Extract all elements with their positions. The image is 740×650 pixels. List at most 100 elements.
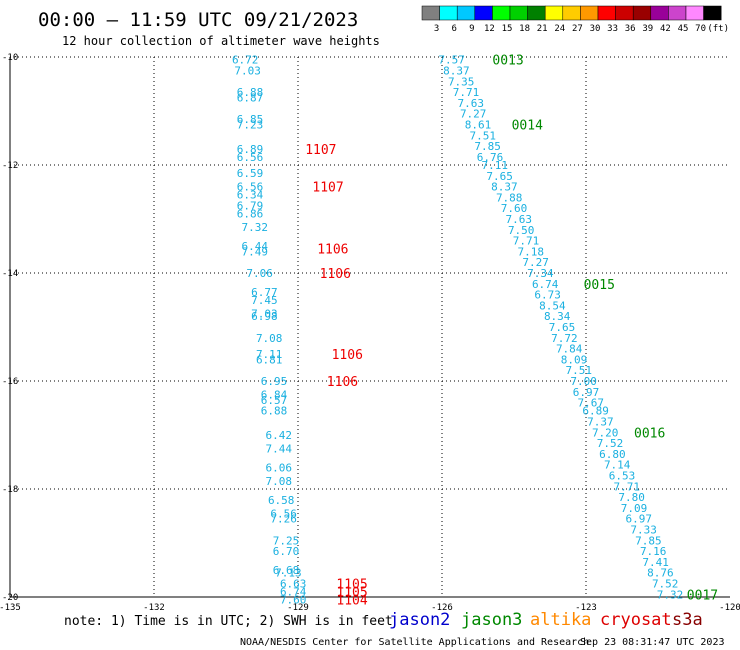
wave-height-value: 7.25 xyxy=(273,534,300,547)
wave-height-value: 7.88 xyxy=(496,191,523,204)
wave-height-value: 7.45 xyxy=(251,294,278,307)
wave-height-value: 6.74 xyxy=(280,586,307,599)
wave-height-value: 7.63 xyxy=(506,213,533,226)
wave-height-value: 7.11 xyxy=(482,159,509,172)
wave-height-value: 6.44 xyxy=(242,240,269,253)
wave-height-value: 8.34 xyxy=(544,310,571,323)
wave-height-value: 7.08 xyxy=(256,332,283,345)
wave-height-value: 7.32 xyxy=(657,588,684,601)
color-swatch xyxy=(703,5,722,21)
time-label: 0015 xyxy=(584,278,615,293)
wave-height-value: 7.11 xyxy=(256,348,283,361)
wave-height-value: 7.84 xyxy=(556,343,583,356)
time-label: 1104 xyxy=(336,594,367,609)
wave-height-value: 7.03 xyxy=(251,308,278,321)
color-scale-label: 21 xyxy=(537,24,548,34)
wave-height-value: 6.88 xyxy=(237,86,264,99)
page-title: 00:00 – 11:59 UTC 09/21/2023 xyxy=(38,9,358,31)
color-swatch xyxy=(474,5,493,21)
wave-height-value: 8.09 xyxy=(561,353,588,366)
wave-height-value: 7.13 xyxy=(275,567,302,580)
wave-height-value: 6.77 xyxy=(251,286,278,299)
wave-height-value: 7.26 xyxy=(270,513,297,526)
wave-height-value: 7.60 xyxy=(501,202,528,215)
wave-height-value: 7.72 xyxy=(551,332,578,345)
color-swatch xyxy=(668,5,687,21)
wave-height-value: 6.86 xyxy=(237,208,264,221)
satellite-legend: jason2 jason3 altika cryosat s3a xyxy=(389,610,703,630)
wave-height-value: 6.97 xyxy=(573,386,600,399)
wave-height-value: 7.41 xyxy=(642,556,669,569)
wave-height-value: 8.76 xyxy=(647,567,674,580)
color-swatch xyxy=(544,5,564,21)
color-scale-label: 39 xyxy=(642,24,653,34)
y-tick-label: -18 xyxy=(2,485,18,495)
color-swatch xyxy=(562,5,581,21)
wave-height-value: 7.65 xyxy=(486,170,513,183)
color-swatch xyxy=(492,5,511,21)
wave-height-value: 6.97 xyxy=(626,513,653,526)
wave-height-value: 7.20 xyxy=(592,426,619,439)
wave-height-value: 7.44 xyxy=(266,443,293,456)
color-swatch xyxy=(580,5,599,21)
wave-height-value: 6.87 xyxy=(237,92,264,105)
wave-height-value: 7.63 xyxy=(458,97,485,110)
wave-height-value: 7.71 xyxy=(614,480,641,493)
sat-label-altika: altika xyxy=(530,610,591,630)
wave-height-value: 6.89 xyxy=(582,405,609,418)
y-tick-label: -16 xyxy=(2,377,18,387)
color-scale-legend: 3 6 9 12 15 18 21 24 27 30 33 36 39 42 45 70 (ft) xyxy=(421,5,729,34)
wave-height-value: 7.27 xyxy=(460,108,487,121)
wave-height-value: 7.85 xyxy=(474,140,501,153)
wave-height-value: 6.76 xyxy=(477,151,504,164)
color-scale-label: 12 xyxy=(484,24,495,34)
wave-height-value: 7.71 xyxy=(453,86,480,99)
color-swatch xyxy=(456,5,476,21)
wave-height-value: 7.52 xyxy=(652,578,679,591)
wave-height-value: 7.27 xyxy=(522,256,549,269)
time-label: 0017 xyxy=(687,588,718,603)
wave-height-value: 7.32 xyxy=(242,221,269,234)
wave-height-value: 8.37 xyxy=(491,181,518,194)
wave-height-value: 6.98 xyxy=(251,310,278,323)
color-scale-label: 6 xyxy=(451,24,456,34)
wave-height-value: 7.35 xyxy=(448,75,475,88)
wave-height-value: 7.16 xyxy=(640,545,667,558)
wave-height-value: 7.14 xyxy=(604,459,631,472)
color-swatch xyxy=(632,5,652,21)
x-tick-label: -135 xyxy=(0,603,21,613)
time-label: 1105 xyxy=(336,578,367,593)
time-label: 1107 xyxy=(305,143,336,158)
color-swatch xyxy=(685,5,704,21)
sat-label-jason3: jason3 xyxy=(461,610,522,630)
wave-height-value: 7.57 xyxy=(438,54,465,67)
time-label: 0013 xyxy=(492,54,523,69)
page-subtitle: 12 hour collection of altimeter wave hei… xyxy=(62,34,380,48)
wave-height-value: 6.63 xyxy=(280,578,307,591)
wave-height-value: 6.56 xyxy=(270,507,297,520)
footer-timestamp: Sep 23 08:31:47 UTC 2023 xyxy=(580,637,725,648)
wave-height-value: 8.54 xyxy=(539,299,566,312)
wave-height-value: 6.59 xyxy=(237,167,264,180)
color-scale-label: 33 xyxy=(607,24,618,34)
time-label: 1106 xyxy=(332,348,363,363)
color-scale-label: 15 xyxy=(502,24,513,34)
sat-label-s3a: s3a xyxy=(672,610,703,630)
color-scale-label: 45 xyxy=(678,24,689,34)
time-label: 0016 xyxy=(634,426,665,441)
wave-height-value: 6.06 xyxy=(266,461,293,474)
wave-height-value: 6.73 xyxy=(534,289,561,302)
wave-height-value: 6.74 xyxy=(532,278,559,291)
wave-height-value: 7.49 xyxy=(242,245,269,258)
wave-height-value: 7.71 xyxy=(513,235,540,248)
wave-height-value: 6.68 xyxy=(273,564,300,577)
time-label: 1107 xyxy=(312,181,343,196)
x-tick-label: -132 xyxy=(143,603,165,613)
color-scale-label: 3 xyxy=(434,24,439,34)
wave-height-value: 7.18 xyxy=(518,245,545,258)
wave-height-value: 6.34 xyxy=(237,189,264,202)
wave-height-value: 7.52 xyxy=(597,437,624,450)
wave-height-value: 6.85 xyxy=(237,113,264,126)
wave-height-value: 6.72 xyxy=(232,54,259,67)
sat-label-jason2: jason2 xyxy=(389,610,450,630)
